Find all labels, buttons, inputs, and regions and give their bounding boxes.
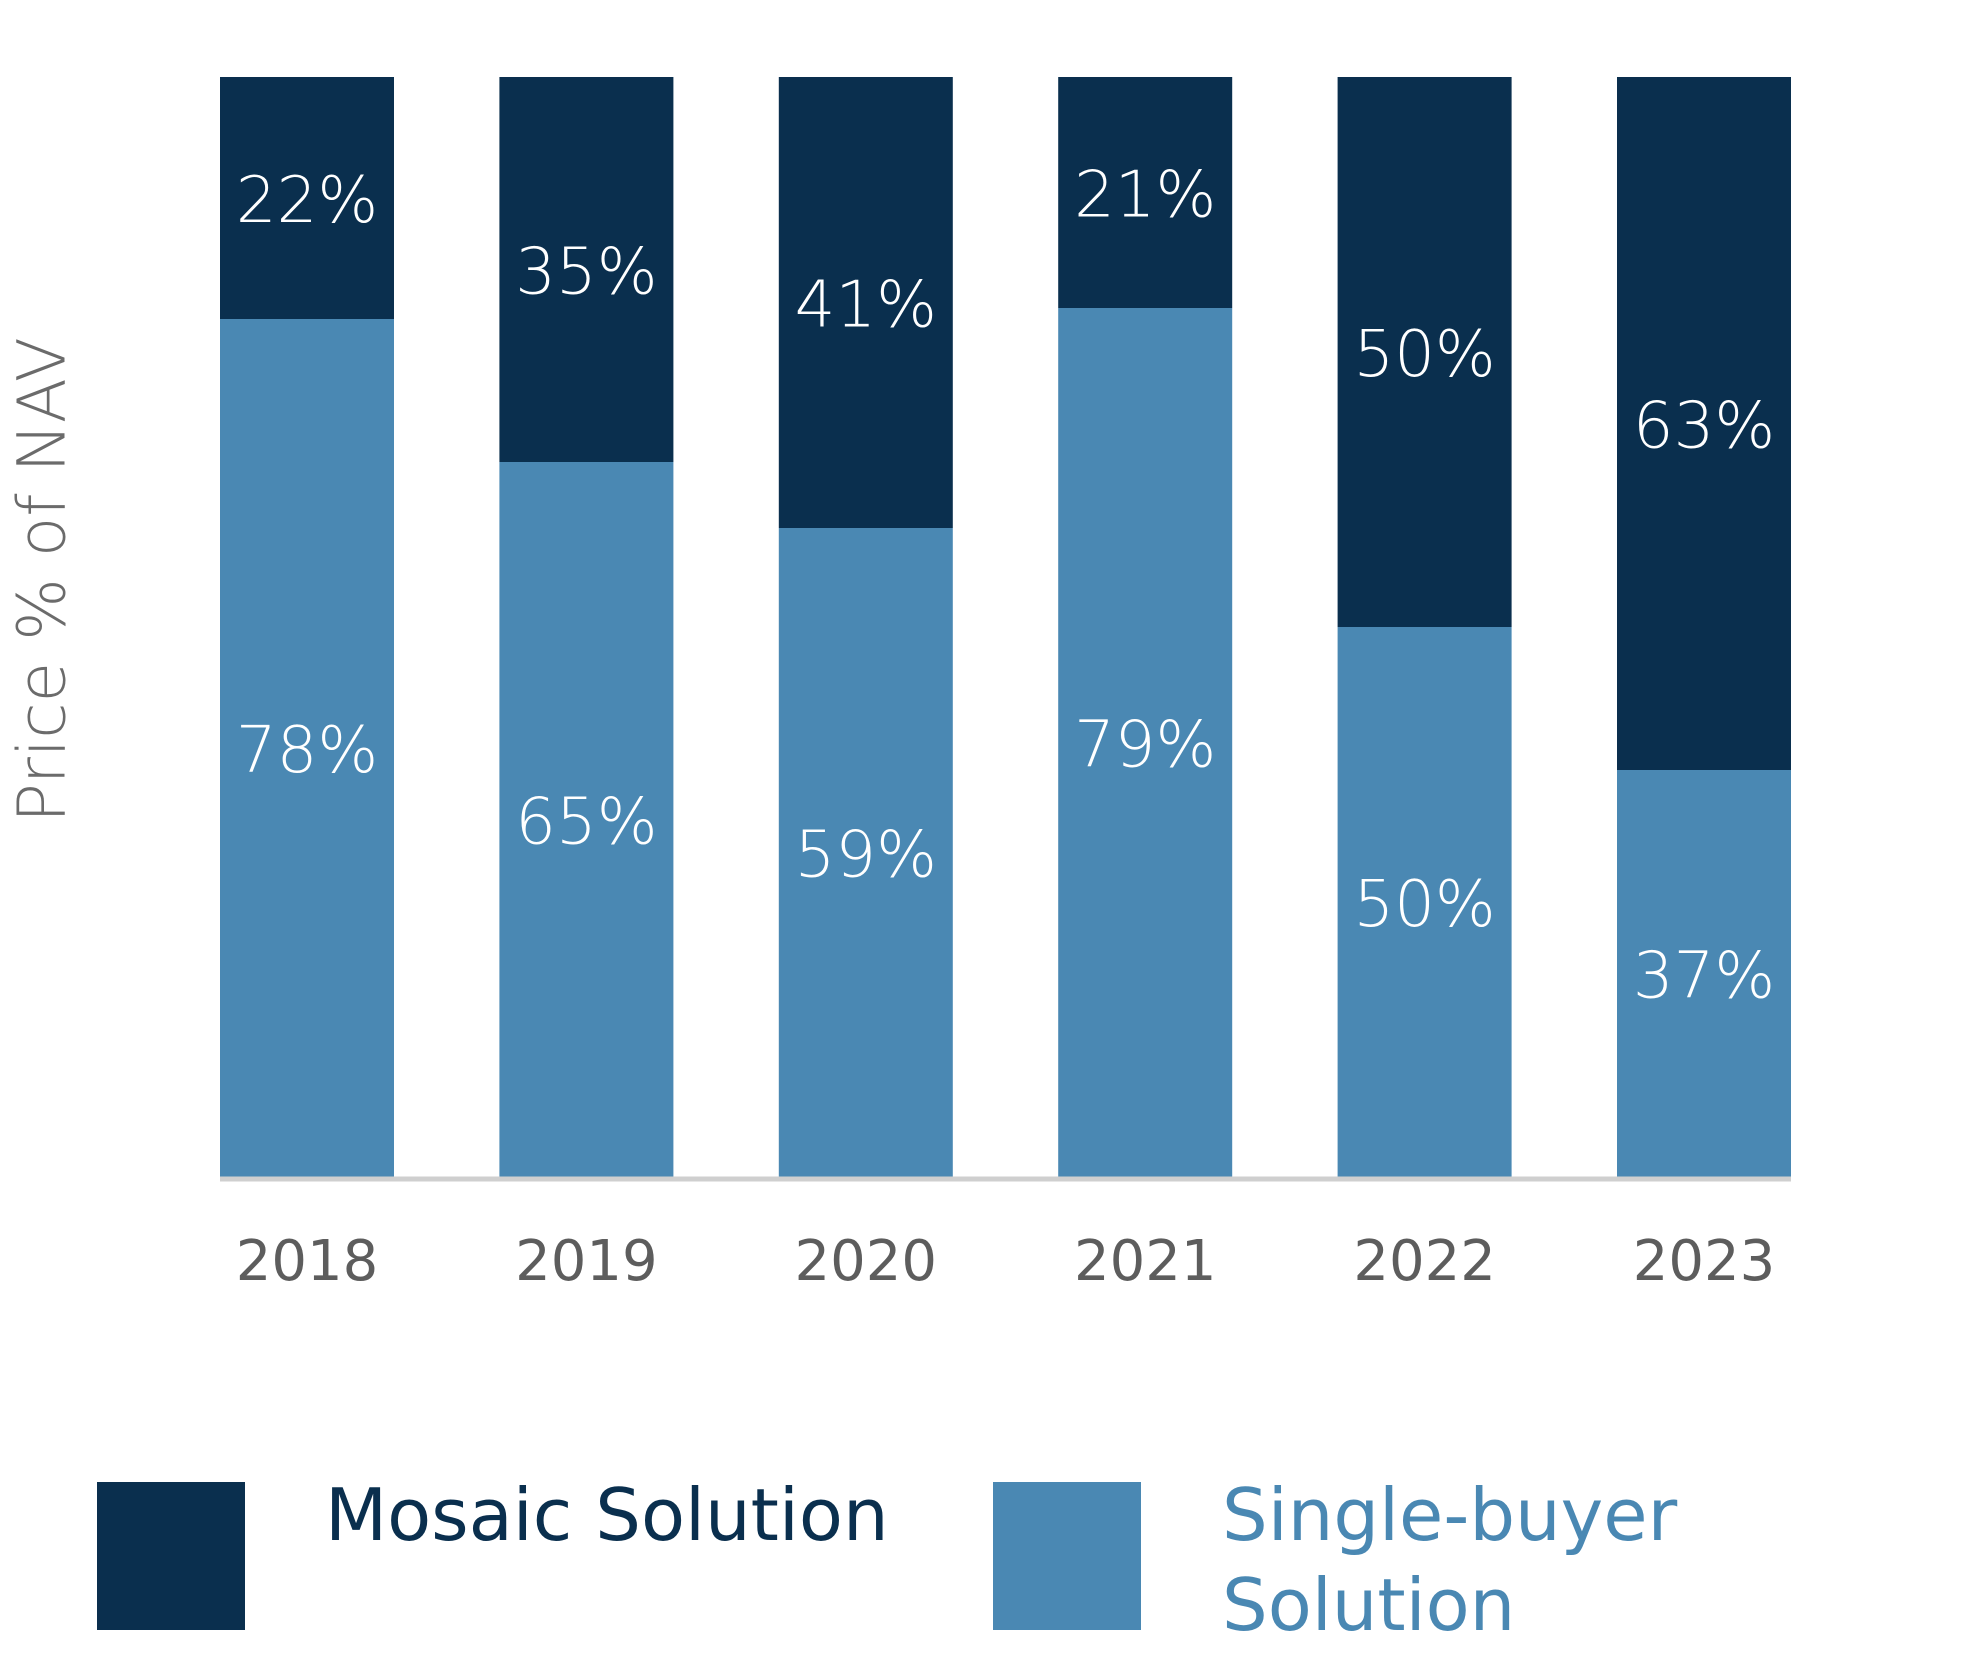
x-tick-2022: 2022: [1353, 1229, 1496, 1294]
bar-mosaic-2018: [220, 77, 394, 319]
bar-label-single-buyer-2019: 65%: [515, 786, 657, 860]
bar-single-buyer-2023: [1617, 770, 1791, 1177]
x-tick-2021: 2021: [1074, 1229, 1217, 1294]
bar-mosaic-2022: [1337, 77, 1512, 627]
legend-label-single-buyer: Single-buyer Solution: [1222, 1473, 1678, 1647]
x-tick-2020: 2020: [795, 1229, 938, 1294]
bar-label-mosaic-2020: 41%: [795, 269, 937, 343]
x-tick-2018: 2018: [236, 1229, 379, 1294]
bar-single-buyer-2021: [1058, 308, 1233, 1177]
bar-label-mosaic-2019: 35%: [515, 236, 657, 310]
bar-single-buyer-2018: [220, 319, 394, 1177]
bar-mosaic-2021: [1058, 77, 1233, 308]
bar-label-single-buyer-2022: 50%: [1353, 868, 1495, 942]
bar-label-mosaic-2018: 22%: [236, 164, 378, 238]
legend-swatch-single-buyer: [993, 1482, 1141, 1630]
bar-label-single-buyer-2018: 78%: [236, 714, 378, 788]
x-tick-labels-group: 2018 2019 2020 2021 2022 2023: [236, 1229, 1776, 1294]
bar-label-mosaic-2022: 50%: [1353, 318, 1495, 392]
bar-label-single-buyer-2021: 79%: [1074, 709, 1216, 783]
bar-single-buyer-2019: [499, 462, 674, 1177]
x-tick-2023: 2023: [1633, 1229, 1776, 1294]
bar-mosaic-2020: [778, 77, 953, 528]
bar-mosaic-2023: [1617, 77, 1791, 770]
legend-label-mosaic: Mosaic Solution: [325, 1473, 889, 1557]
legend-swatch-mosaic: [97, 1482, 245, 1630]
bars-group: [220, 77, 1791, 1177]
bar-label-mosaic-2023: 63%: [1633, 390, 1775, 464]
x-tick-2019: 2019: [515, 1229, 658, 1294]
bar-label-single-buyer-2023: 37%: [1633, 940, 1775, 1014]
y-axis-label: Price % of NAV: [3, 337, 81, 823]
bar-single-buyer-2022: [1337, 627, 1512, 1177]
bar-mosaic-2019: [499, 77, 674, 462]
bar-labels-group: 78% 22% 65% 35% 59% 41% 79% 21% 50% 50% 37% 63%: [236, 159, 1775, 1014]
bar-label-mosaic-2021: 21%: [1074, 159, 1216, 233]
bar-single-buyer-2020: [778, 528, 953, 1177]
bar-label-single-buyer-2020: 59%: [795, 819, 937, 893]
